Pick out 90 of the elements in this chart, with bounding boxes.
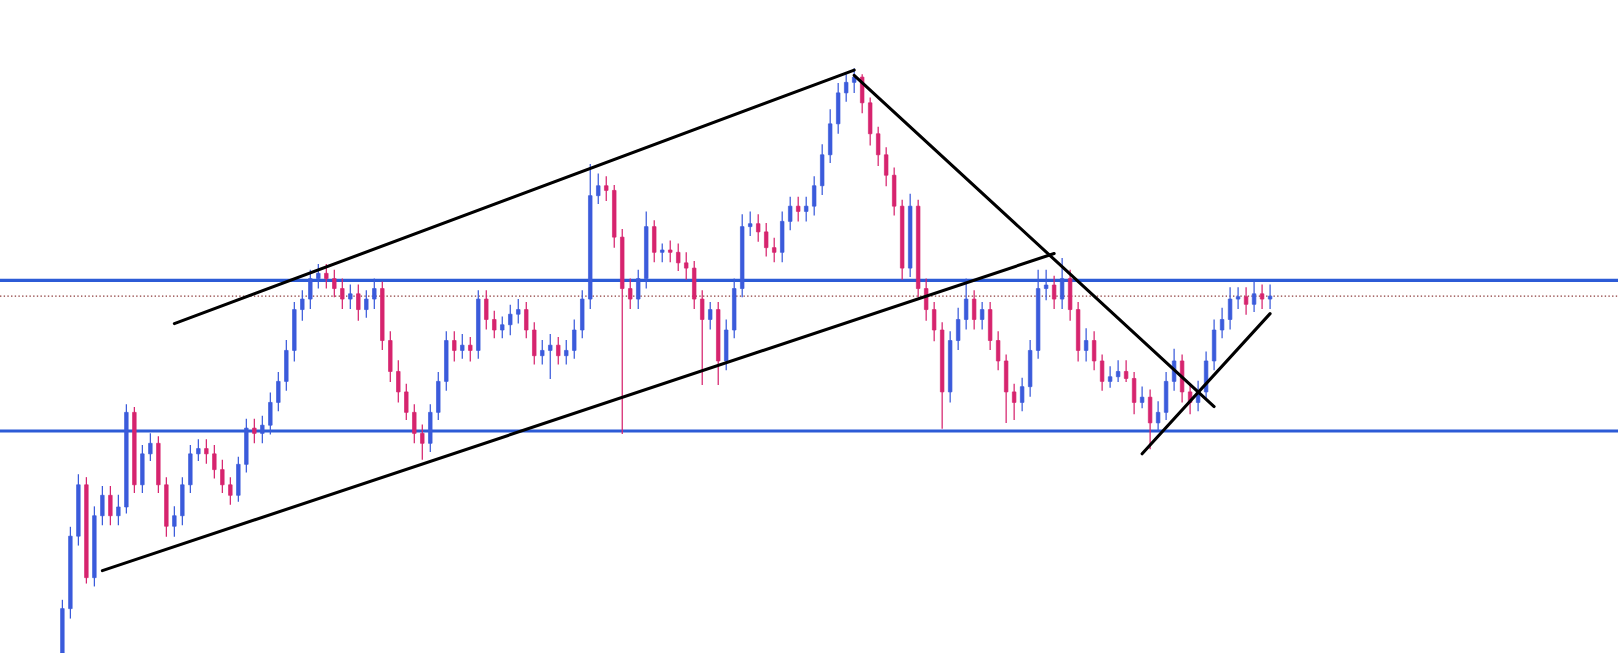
candlestick [700,290,705,385]
candlestick [924,278,929,321]
candlestick [412,404,417,444]
candlestick [172,506,177,537]
candlestick [364,290,369,318]
candlestick [516,299,521,324]
candlestick [1219,307,1225,339]
candlestick [636,269,641,310]
candlestick [1043,269,1049,301]
candlestick [876,126,881,166]
candlestick [572,319,577,359]
candlestick [1131,372,1137,415]
candlestick [596,173,601,204]
candlestick [684,252,689,280]
candlestick [204,439,209,464]
candlestick [340,278,345,310]
candlestick [332,269,337,298]
candlestick [772,237,777,263]
candlestick [1091,331,1097,371]
candlestick [812,176,817,216]
candlestick [404,383,409,420]
candlestick [148,433,153,461]
candlestick [796,196,801,222]
candlestick [1235,287,1241,310]
candlestick [252,418,257,444]
candlestick [1155,401,1161,432]
candlestick [508,304,513,336]
candlestick [1099,354,1105,391]
candlestick [668,240,673,263]
candlestick [372,278,377,310]
candlestick [324,263,329,289]
candlestick [468,336,473,362]
candlestick [452,331,457,362]
candlestick [1251,281,1257,312]
candlestick [964,278,969,330]
candlestick [604,176,609,201]
candlestick [492,310,497,339]
candlestick [564,339,569,365]
candlestick [100,485,105,526]
candlestick [972,290,977,330]
candlestick [1243,287,1249,315]
candlestick [1115,360,1121,383]
candlestick [1020,377,1025,412]
candlestick [396,360,401,403]
candlestick [212,445,217,479]
candlestick [300,290,305,321]
candlestick [1267,284,1273,310]
candlestick [1051,275,1057,310]
candlestick [980,301,985,330]
candlestick [308,269,313,310]
candlestick [260,415,265,444]
candlestick [484,290,489,330]
candlestick [316,263,321,289]
candlestick [1012,383,1017,420]
candlestick [356,284,361,321]
candlestick [1083,328,1089,362]
candlestick [628,278,633,310]
candlestick [844,74,849,102]
candlestick [116,494,121,526]
candlestick [804,196,809,222]
candlestick [788,196,793,231]
candlestick [556,336,561,365]
candlestick [276,372,281,412]
candlestick [348,284,353,310]
candlestick [1123,360,1129,383]
candlestick [500,316,505,339]
candlestick [220,459,225,494]
candlestick [764,223,769,257]
candlestick [108,485,113,526]
candlestick [1059,258,1065,310]
candlestick [932,301,937,342]
candlestick [756,214,761,242]
candlestick [540,339,545,365]
candlestick [196,439,201,461]
candlestick [1227,287,1233,330]
candlestick [748,211,753,237]
candlestick [1107,366,1113,388]
candlestick [996,331,1001,371]
candlestick [1139,386,1145,409]
candlestick [228,477,233,505]
candlestick [1259,284,1265,310]
candlestick [708,301,713,330]
candlestick [548,334,553,380]
candlestick [268,392,273,435]
candlestick [884,147,889,187]
candlestick [420,424,425,460]
candlestick [524,301,529,339]
candlestick [676,243,681,272]
candlestick [956,307,961,350]
candlestick [460,334,465,359]
